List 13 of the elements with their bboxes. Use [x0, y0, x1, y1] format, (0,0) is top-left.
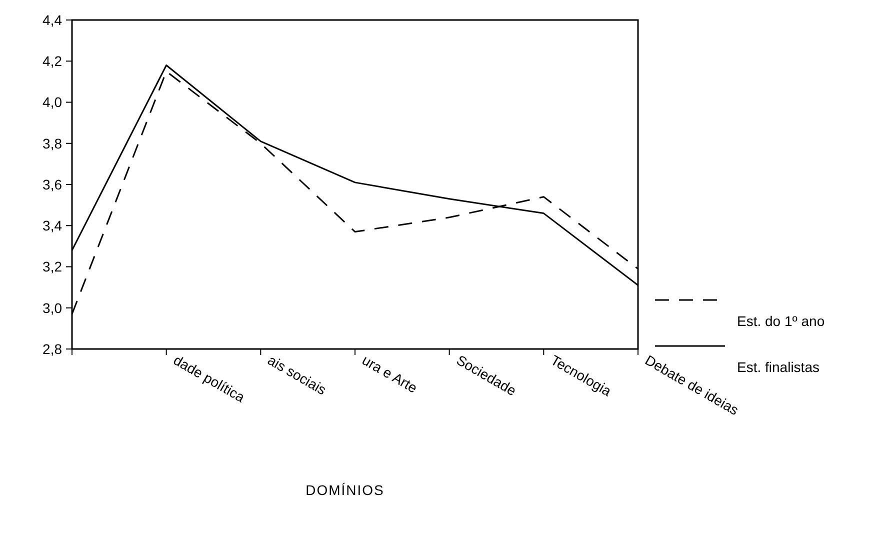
text: Est. finalistas — [737, 359, 820, 375]
y-tick-label: 3,2 — [42, 258, 62, 275]
y-tick-label: 2,8 — [42, 340, 62, 357]
y-tick-label: 4,2 — [42, 53, 62, 70]
y-tick-label: 3,0 — [42, 300, 62, 316]
y-tick-label: 4,0 — [42, 94, 62, 110]
y-tick-label: 3,4 — [42, 218, 62, 234]
x-tick-label: ura e Arte — [360, 352, 420, 396]
x-axis-title: DOMÍNIOS — [306, 482, 384, 498]
y-tick-label: 3,8 — [42, 135, 62, 152]
y-tick-label: 4,4 — [42, 12, 62, 28]
y-tick-label: 3,6 — [42, 176, 62, 192]
text: Est. do 1º ano — [737, 313, 825, 329]
